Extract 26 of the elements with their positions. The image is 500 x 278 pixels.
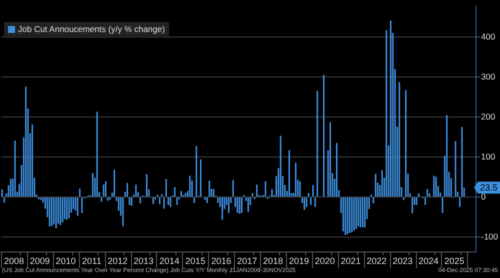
x-tick-label: 2013 [133, 256, 154, 266]
x-tick-label: 2024 [418, 256, 439, 266]
x-tick-label: 2014 [159, 256, 180, 266]
x-tick-label: 2019 [288, 256, 309, 266]
legend-label: Job Cut Annoucements (y/y % change) [18, 24, 165, 34]
x-tick-label: 2018 [263, 256, 284, 266]
y-tick-label: 200 [481, 111, 496, 122]
x-tick-label: 2010 [56, 256, 76, 266]
x-tick-label: 2008 [4, 256, 24, 266]
y-tick-label: 0 [481, 191, 486, 202]
x-tick-label: 2016 [211, 256, 232, 266]
annotation: 23.5 [480, 182, 498, 193]
y-tick-label: 400 [481, 31, 496, 42]
x-tick-label: 2021 [340, 256, 361, 266]
x-tick-label: 2025 [444, 256, 464, 266]
x-tick-label: 2017 [237, 256, 258, 266]
x-tick-label: 2020 [314, 256, 335, 266]
x-tick-label: 2011 [82, 256, 102, 266]
x-tick-label: 2023 [392, 256, 413, 266]
x-tick-label: 2015 [185, 256, 206, 266]
x-tick-label: 2012 [108, 256, 128, 266]
y-tick-label: 300 [481, 71, 496, 82]
x-tick-label: 2022 [366, 256, 387, 266]
x-tick-label: 2009 [30, 256, 50, 266]
y-tick-label: -100 [481, 231, 498, 242]
y-tick-label: 100 [481, 151, 496, 162]
